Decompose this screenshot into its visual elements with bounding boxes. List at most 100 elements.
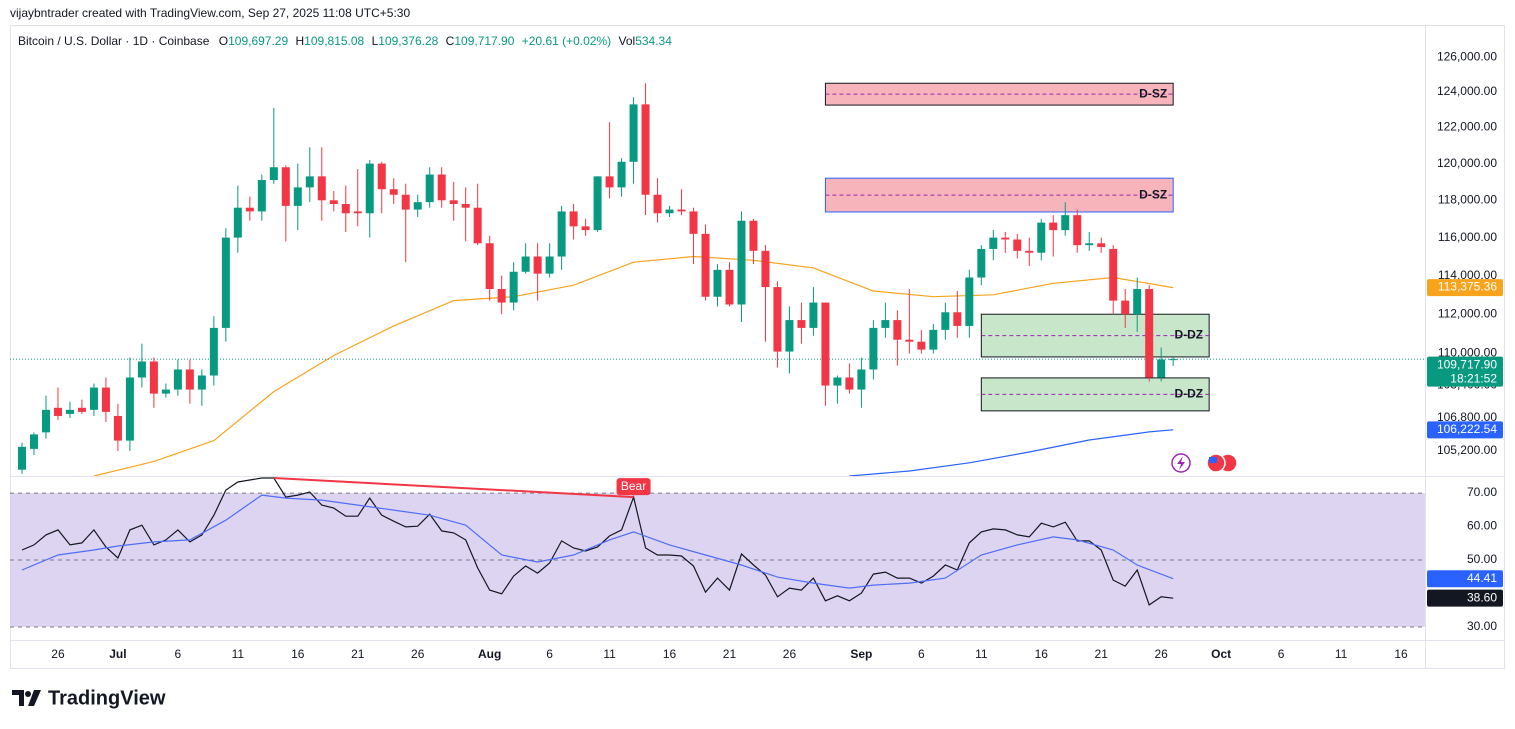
- symbol: Bitcoin / U.S. Dollar · 1D · Coinbase: [18, 34, 210, 48]
- candle-body: [941, 312, 950, 330]
- candle-body: [545, 256, 554, 274]
- y-tick-label: 122,000.00: [1437, 120, 1497, 134]
- x-tick-label: 16: [1035, 647, 1049, 661]
- ohlc-key: C: [446, 34, 455, 48]
- candle-body: [1133, 289, 1142, 315]
- rsi-line: [21, 477, 1174, 606]
- candle-body: [689, 211, 698, 234]
- candle-body: [533, 256, 542, 274]
- y-tick-label: 60.00: [1467, 519, 1497, 533]
- rsi-value-label: 44.41: [1467, 571, 1497, 585]
- candle-body: [761, 250, 770, 288]
- rsi-pane: [10, 477, 1425, 628]
- candle-body: [293, 187, 302, 206]
- volume-key: Vol: [619, 34, 636, 48]
- x-tick-label: Oct: [1211, 647, 1231, 661]
- candle-body: [197, 375, 206, 390]
- y-tick-label: 105,200.00: [1437, 443, 1497, 457]
- candle-body: [1025, 250, 1034, 253]
- candle-body: [785, 320, 794, 352]
- candle-body: [209, 327, 218, 376]
- candle-body: [101, 387, 110, 412]
- last-price-label: 109,717.90: [1437, 357, 1497, 371]
- candle-body: [641, 104, 650, 195]
- candle-body: [389, 189, 398, 195]
- event-icons[interactable]: [1171, 453, 1238, 473]
- candle-body: [29, 434, 38, 449]
- logo-mark: [28, 690, 41, 706]
- candle-body: [425, 174, 434, 203]
- y-tick-label: 124,000.00: [1437, 84, 1497, 98]
- y-tick-label: 116,000.00: [1438, 230, 1497, 244]
- y-tick-label: 70.00: [1467, 485, 1497, 499]
- candle-body: [233, 207, 242, 238]
- candle-body: [497, 289, 506, 303]
- x-tick-label: 26: [783, 647, 797, 661]
- candle-body: [809, 302, 818, 328]
- ohlc-value: 109,717.90: [454, 34, 514, 48]
- credit: vijaybntrader created with TradingView.c…: [10, 6, 410, 20]
- candle-body: [953, 312, 962, 326]
- last-price-label-countdown: 18:21:52: [1450, 371, 1497, 385]
- x-tick-label: 21: [1095, 647, 1109, 661]
- y-tick-label: 114,000.00: [1438, 268, 1497, 282]
- candle-body: [413, 202, 422, 210]
- x-tick-label: 6: [1278, 647, 1285, 661]
- price-pane: D-SZ D-SZ D-DZ D-DZ: [10, 82, 1425, 476]
- candle-body: [1145, 289, 1154, 378]
- y-tick-label: 106,800.00: [1437, 410, 1497, 424]
- candle-body: [473, 207, 482, 244]
- flag-canton: [1209, 457, 1217, 463]
- x-tick-label: 26: [411, 647, 425, 661]
- candle-body: [1001, 237, 1010, 240]
- candle-body: [989, 237, 998, 249]
- candle-body: [437, 174, 446, 201]
- x-tick-label: 6: [546, 647, 553, 661]
- candle-body: [125, 377, 134, 441]
- candle-body: [173, 369, 182, 390]
- candle-body: [305, 176, 314, 188]
- candle-body: [1157, 359, 1166, 378]
- x-tick-label: Sep: [850, 647, 872, 661]
- rsi-line: [21, 494, 1174, 589]
- candle-body: [713, 269, 722, 297]
- y-tick-label: 118,000.00: [1438, 192, 1497, 206]
- candle-body: [569, 211, 578, 227]
- moving-average: [93, 255, 1174, 476]
- candle-body: [617, 161, 626, 188]
- candle-body: [557, 211, 566, 257]
- candle-body: [485, 243, 494, 290]
- candle-body: [1169, 359, 1178, 361]
- x-tick-label: Aug: [478, 647, 501, 661]
- rsi-value-label-bg: [1427, 589, 1503, 607]
- rsi-value-label: 38.60: [1467, 590, 1497, 604]
- x-tick-label: 11: [232, 647, 245, 661]
- y-tick-label: 120,000.00: [1437, 156, 1497, 170]
- candle-body: [353, 211, 362, 214]
- candle-body: [53, 407, 62, 416]
- candle-body: [65, 409, 74, 414]
- candle-body: [257, 180, 266, 212]
- candle-body: [857, 369, 866, 390]
- candle-body: [797, 320, 806, 328]
- x-tick-label: 16: [1394, 647, 1408, 661]
- candle-body: [833, 377, 842, 386]
- candle-body: [593, 176, 602, 231]
- candle-body: [773, 287, 782, 352]
- ma-value-label: 106,222.54: [1437, 422, 1497, 436]
- candle-body: [725, 269, 734, 305]
- ohlc-value: 109,697.29: [228, 34, 288, 48]
- volume: 534.34: [635, 34, 672, 48]
- logo-mark: [12, 690, 24, 706]
- zone-label: D-SZ: [1139, 187, 1167, 201]
- candle-body: [1109, 248, 1118, 301]
- candle-body: [893, 320, 902, 340]
- candle-body: [521, 256, 530, 272]
- x-tick-label: 11: [603, 647, 616, 661]
- candle-body: [185, 369, 194, 390]
- moving-average: [849, 429, 1174, 476]
- candle-body: [317, 176, 326, 201]
- ma-value-label-bg: [1427, 279, 1503, 297]
- rsi-value-label-bg: [1427, 570, 1503, 588]
